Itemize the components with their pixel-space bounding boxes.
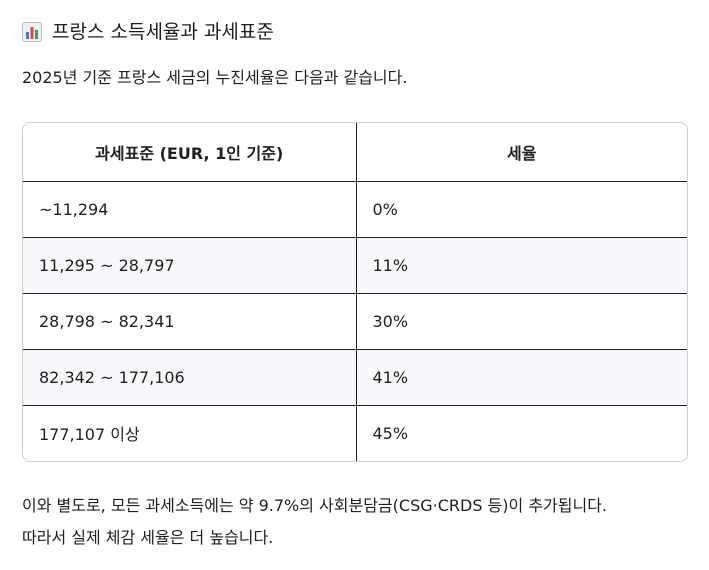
bracket-rate: 11% (356, 237, 687, 294)
bracket-range: ~11,294 (23, 181, 357, 238)
bracket-rate: 45% (372, 423, 409, 443)
bracket-range: 82,342 ~ 177,106 (23, 349, 357, 406)
tax-bracket-table: 과세표준 (EUR, 1인 기준) 세율 ~11,294 0% 11,295 ~… (22, 122, 688, 462)
bar-chart-icon (22, 22, 42, 42)
table-header-row: 과세표준 (EUR, 1인 기준) 세율 (23, 123, 687, 182)
table-row: 11,295 ~ 28,797 11% (23, 237, 687, 294)
footer-note: 이와 별도로, 모든 과세소득에는 약 9.7%의 사회분담금(CSG·CRDS… (22, 490, 607, 554)
heading-title: 프랑스 소득세율과 과세표준 (52, 21, 274, 43)
footer-line-2: 따라서 실제 체감 세율은 더 높습니다. (22, 528, 274, 547)
table-row: 177,107 이상 45% (23, 405, 687, 461)
bracket-range: 11,295 ~ 28,797 (23, 237, 357, 294)
footer-line-1: 이와 별도로, 모든 과세소득에는 약 9.7%의 사회분담금(CSG·CRDS… (22, 496, 608, 515)
section-heading: 프랑스 소득세율과 과세표준 (22, 18, 274, 46)
header-tax-rate: 세율 (356, 123, 687, 182)
table-row: 82,342 ~ 177,106 41% (23, 349, 687, 406)
header-taxable-income: 과세표준 (EUR, 1인 기준) (23, 123, 357, 182)
table-row: ~11,294 0% (23, 181, 687, 238)
bracket-range: 28,798 ~ 82,341 (23, 293, 357, 350)
intro-text: 2025년 기준 프랑스 세금의 누진세율은 다음과 같습니다. (22, 68, 408, 87)
bracket-rate: 0% (356, 181, 687, 238)
table-row: 28,798 ~ 82,341 30% (23, 293, 687, 350)
bracket-range: 177,107 이상 (23, 405, 357, 461)
bracket-rate: 41% (356, 349, 687, 406)
bracket-rate: 30% (356, 293, 687, 350)
